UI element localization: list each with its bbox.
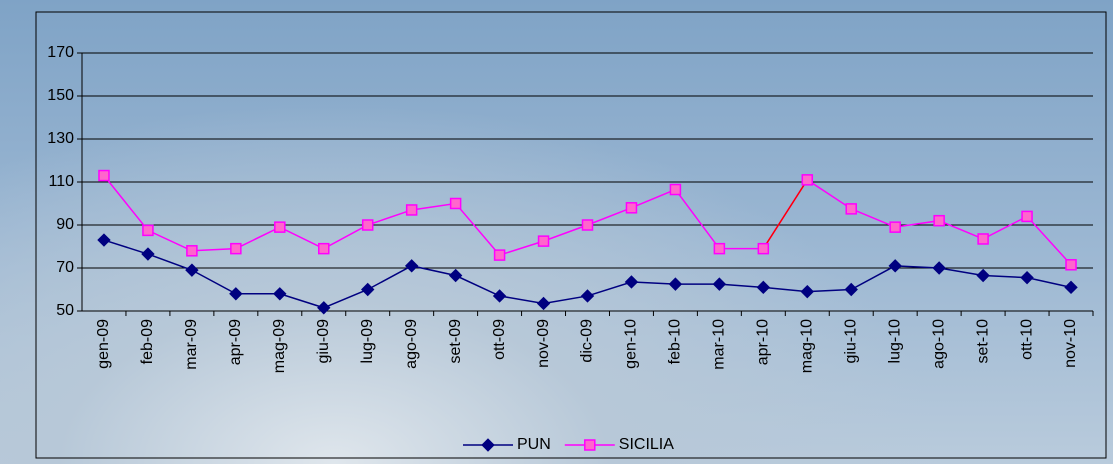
x-tick-label: giu-09 (315, 319, 332, 364)
x-tick-label: nov-10 (1062, 319, 1079, 368)
highlight-segment (763, 180, 807, 249)
legend-label: SICILIA (619, 436, 674, 453)
x-tick-label: nov-09 (535, 319, 552, 368)
x-tick-label: ago-10 (930, 319, 947, 369)
x-tick-label: mag-09 (271, 319, 288, 373)
point (757, 281, 769, 293)
point (495, 250, 505, 260)
x-tick-label: gen-10 (623, 319, 640, 369)
point (846, 204, 856, 214)
point (318, 302, 330, 314)
point (538, 297, 550, 309)
point (625, 276, 637, 288)
point (407, 205, 417, 215)
x-tick-label: mar-10 (711, 319, 728, 370)
x-tick-label: giu-10 (842, 319, 859, 364)
point (933, 262, 945, 274)
x-tick-label: lug-10 (886, 319, 903, 364)
point (231, 244, 241, 254)
y-tick-label: 50 (56, 302, 74, 319)
x-tick-label: ott-09 (491, 319, 508, 360)
x-tick-label: lug-09 (359, 319, 376, 364)
x-tick-label: gen-09 (95, 319, 112, 369)
point (583, 220, 593, 230)
point (670, 185, 680, 195)
point (977, 270, 989, 282)
x-tick-label: feb-10 (667, 319, 684, 364)
point (890, 222, 900, 232)
point (482, 439, 494, 451)
x-tick-label: feb-09 (139, 319, 156, 364)
x-tick-label: set-09 (447, 319, 464, 364)
point (143, 225, 153, 235)
x-tick-label: ott-10 (1018, 319, 1035, 360)
point (406, 260, 418, 272)
point (450, 270, 462, 282)
y-tick-label: 110 (48, 173, 74, 190)
point (802, 175, 812, 185)
point (758, 244, 768, 254)
point (582, 290, 594, 302)
point (186, 264, 198, 276)
x-tick-label: ago-09 (403, 319, 420, 369)
y-tick-label: 150 (47, 87, 74, 104)
point (1022, 211, 1032, 221)
y-tick-label: 70 (56, 259, 74, 276)
point (230, 288, 242, 300)
x-tick-label: dic-09 (579, 319, 596, 363)
point (319, 244, 329, 254)
screenshot: 50 70 90 110 130 150 170 gen-09 feb-09 mar-09 apr-… (0, 0, 1113, 464)
x-tick-label: mar-09 (183, 319, 200, 370)
point (451, 199, 461, 209)
point (362, 284, 374, 296)
x-tick-label: set-10 (974, 319, 991, 364)
point (626, 203, 636, 213)
x-tick-label: apr-10 (755, 319, 772, 365)
x-tick-label: apr-09 (227, 319, 244, 365)
legend-label: PUN (517, 436, 551, 453)
point (1065, 281, 1077, 293)
point (363, 220, 373, 230)
point (1021, 272, 1033, 284)
point (978, 234, 988, 244)
point (934, 216, 944, 226)
point (275, 222, 285, 232)
point (494, 290, 506, 302)
point (539, 236, 549, 246)
point (585, 440, 595, 450)
point (845, 284, 857, 296)
point (889, 260, 901, 272)
point (714, 244, 724, 254)
y-tick-label: 130 (47, 130, 74, 147)
point (1066, 260, 1076, 270)
point (99, 171, 109, 181)
point (274, 288, 286, 300)
y-tick-label: 170 (47, 44, 74, 61)
y-tick-label: 90 (56, 216, 74, 233)
point (713, 278, 725, 290)
chart: 50 70 90 110 130 150 170 gen-09 feb-09 mar-09 apr-… (0, 0, 1113, 464)
chart-border (36, 12, 1106, 458)
point (187, 246, 197, 256)
point (98, 234, 110, 246)
point (669, 278, 681, 290)
point (801, 286, 813, 298)
x-tick-label: mag-10 (799, 319, 816, 373)
point (142, 248, 154, 260)
